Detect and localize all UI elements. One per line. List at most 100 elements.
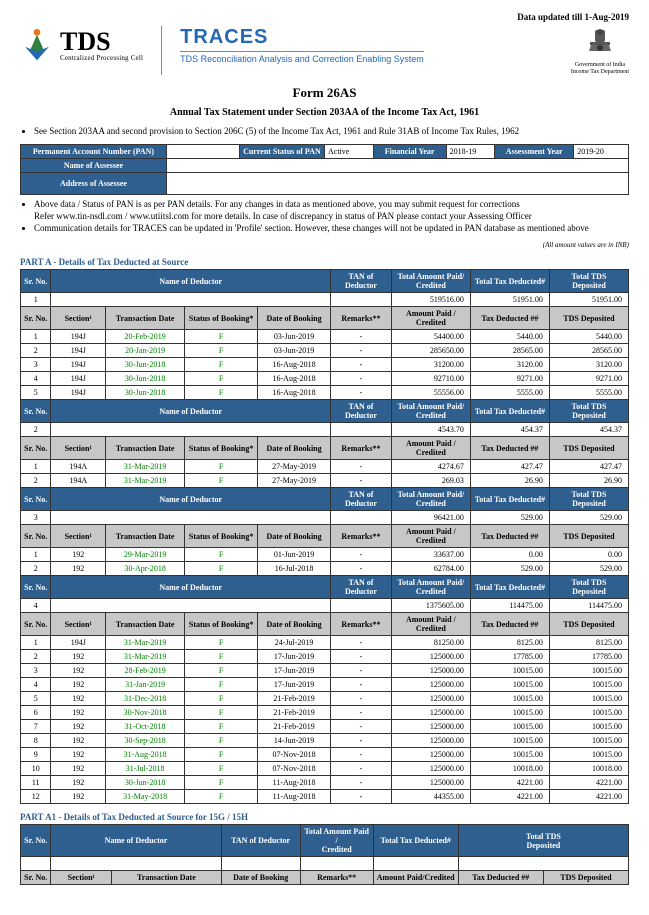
- table-cell: 194A: [51, 474, 106, 488]
- table-cell: 16-Aug-2018: [258, 358, 331, 372]
- col-header: Total Tax Deducted#: [470, 576, 549, 599]
- table-cell: 8: [21, 734, 51, 748]
- header-divider: [161, 26, 162, 75]
- table-cell: F: [185, 372, 258, 386]
- table-cell: 4274.67: [391, 460, 470, 474]
- assessee-addr-value: [166, 173, 628, 195]
- table-cell: 96421.00: [391, 511, 470, 525]
- table-cell: 10015.00: [549, 664, 628, 678]
- table-cell: 27-May-2019: [258, 474, 331, 488]
- table-cell: 114475.00: [470, 599, 549, 613]
- page-header: TDS Centralized Processing Cell TRACES T…: [20, 26, 629, 75]
- col-header: Remarks**: [331, 307, 392, 330]
- table-cell: 125000.00: [391, 762, 470, 776]
- table-cell: [300, 857, 373, 871]
- table-cell: 2: [21, 562, 51, 576]
- table-cell: 10015.00: [549, 678, 628, 692]
- col-header: Status of Booking*: [185, 307, 258, 330]
- table-cell: -: [331, 474, 392, 488]
- table-cell: [51, 857, 221, 871]
- table-cell: 125000.00: [391, 692, 470, 706]
- table-cell: 17-Jun-2019: [258, 678, 331, 692]
- table-cell: 10015.00: [470, 734, 549, 748]
- table-cell: 192: [51, 692, 106, 706]
- table-cell: 27-May-2019: [258, 460, 331, 474]
- pan-summary-table: Permanent Account Number (PAN) Current S…: [20, 144, 629, 195]
- table-cell: 92710.00: [391, 372, 470, 386]
- table-cell: 20-Feb-2019: [106, 330, 185, 344]
- table-cell: 16-Aug-2018: [258, 386, 331, 400]
- table-cell: F: [185, 358, 258, 372]
- table-cell: 21-Feb-2019: [258, 692, 331, 706]
- traces-block: TRACES TDS Reconciliation Analysis and C…: [180, 26, 424, 65]
- table-cell: 31-Mar-2019: [106, 474, 185, 488]
- table-cell: -: [331, 358, 392, 372]
- table-cell: 529.00: [470, 511, 549, 525]
- table-cell: 454.37: [549, 423, 628, 437]
- col-header: Sr. No.: [21, 576, 51, 599]
- table-cell: 192: [51, 734, 106, 748]
- table-cell: 11: [21, 776, 51, 790]
- table-cell: -: [331, 776, 392, 790]
- table-cell: 192: [51, 548, 106, 562]
- table-cell: 529.00: [549, 511, 628, 525]
- col-header: Section¹: [51, 871, 112, 885]
- table-cell: 5: [21, 386, 51, 400]
- table-cell: 5440.00: [549, 330, 628, 344]
- col-header: Name of Deductor: [51, 488, 331, 511]
- table-cell: 31-Mar-2019: [106, 460, 185, 474]
- table-cell: 5: [21, 692, 51, 706]
- table-cell: 31-Aug-2018: [106, 748, 185, 762]
- table-cell: -: [331, 372, 392, 386]
- table-cell: 192: [51, 706, 106, 720]
- table-cell: -: [331, 734, 392, 748]
- col-header: Date of Booking: [258, 525, 331, 548]
- part-a-title: PART A - Details of Tax Deducted at Sour…: [20, 257, 629, 267]
- col-header: Sr. No.: [21, 525, 51, 548]
- col-header: Section¹: [51, 525, 106, 548]
- col-header: Date of Booking: [258, 307, 331, 330]
- table-cell: F: [185, 692, 258, 706]
- table-cell: 28-Feb-2019: [106, 664, 185, 678]
- pan-value: [166, 145, 239, 159]
- table-cell: 4: [21, 678, 51, 692]
- col-header: TAN of Deductor: [221, 825, 300, 857]
- table-cell: 10015.00: [549, 706, 628, 720]
- table-cell: F: [185, 636, 258, 650]
- col-header: Section¹: [51, 437, 106, 460]
- col-header: Sr. No.: [21, 871, 51, 885]
- col-header: Total TDS Deposited: [549, 400, 628, 423]
- table-cell: 30-Jun-2018: [106, 776, 185, 790]
- table-cell: 12: [21, 790, 51, 804]
- col-header: TAN of Deductor: [331, 576, 392, 599]
- col-header: Total TDS Deposited: [549, 488, 628, 511]
- table-cell: 10015.00: [549, 692, 628, 706]
- table-cell: 55556.00: [391, 386, 470, 400]
- ay-label: Assessment Year: [495, 145, 574, 159]
- col-header: TDS Deposited: [549, 437, 628, 460]
- col-header: TAN of Deductor: [331, 270, 392, 293]
- table-cell: 4221.00: [470, 790, 549, 804]
- table-cell: F: [185, 386, 258, 400]
- table-cell: -: [331, 762, 392, 776]
- table-cell: 51951.00: [470, 293, 549, 307]
- table-cell: 529.00: [549, 562, 628, 576]
- table-cell: 285650.00: [391, 344, 470, 358]
- table-cell: -: [331, 386, 392, 400]
- data-updated-label: Data updated till 1-Aug-2019: [20, 12, 629, 22]
- tds-title: TDS: [60, 29, 143, 55]
- table-cell: 125000.00: [391, 678, 470, 692]
- mid-note: Refer www.tin-nsdl.com / www.utiitsl.com…: [20, 211, 629, 221]
- table-cell: -: [331, 664, 392, 678]
- col-header: Sr. No.: [21, 400, 51, 423]
- table-cell: 1: [21, 548, 51, 562]
- table-cell: 192: [51, 720, 106, 734]
- table-cell: 30-Jun-2018: [106, 358, 185, 372]
- table-cell: 125000.00: [391, 748, 470, 762]
- table-cell: 194J: [51, 358, 106, 372]
- table-cell: 125000.00: [391, 720, 470, 734]
- table-cell: -: [331, 692, 392, 706]
- table-cell: 4221.00: [549, 776, 628, 790]
- table-cell: 5555.00: [470, 386, 549, 400]
- table-cell: 10015.00: [549, 734, 628, 748]
